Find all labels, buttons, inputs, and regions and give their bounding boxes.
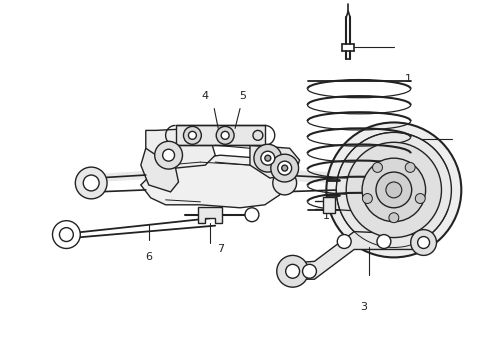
Text: 1: 1: [405, 74, 412, 84]
Circle shape: [286, 264, 299, 278]
Polygon shape: [198, 207, 222, 223]
Circle shape: [416, 194, 425, 203]
Polygon shape: [141, 148, 178, 192]
Circle shape: [52, 221, 80, 248]
Circle shape: [271, 154, 298, 182]
Circle shape: [386, 182, 402, 198]
Circle shape: [326, 122, 461, 257]
Text: 7: 7: [217, 244, 224, 255]
Circle shape: [277, 255, 309, 287]
Circle shape: [336, 132, 451, 247]
Polygon shape: [250, 145, 299, 178]
Circle shape: [253, 130, 263, 140]
Circle shape: [376, 172, 412, 208]
Circle shape: [189, 131, 196, 139]
Circle shape: [261, 151, 275, 165]
Circle shape: [216, 126, 234, 144]
Circle shape: [59, 228, 74, 242]
Circle shape: [183, 126, 201, 144]
Text: 4: 4: [202, 91, 209, 101]
Circle shape: [265, 155, 271, 161]
Polygon shape: [285, 231, 429, 279]
Circle shape: [282, 165, 288, 171]
Circle shape: [337, 235, 351, 248]
Circle shape: [273, 171, 296, 195]
Circle shape: [346, 142, 441, 238]
Circle shape: [83, 175, 99, 191]
Circle shape: [405, 162, 415, 172]
Text: 2: 2: [408, 165, 415, 175]
Polygon shape: [141, 155, 285, 208]
Text: 3: 3: [361, 302, 368, 312]
Circle shape: [75, 167, 107, 199]
Circle shape: [221, 131, 229, 139]
Circle shape: [389, 213, 399, 223]
Circle shape: [155, 141, 182, 169]
Polygon shape: [146, 129, 215, 168]
Circle shape: [278, 161, 292, 175]
Circle shape: [254, 144, 282, 172]
Circle shape: [363, 194, 372, 203]
Circle shape: [362, 158, 426, 222]
Circle shape: [377, 235, 391, 248]
Circle shape: [411, 230, 437, 255]
Circle shape: [245, 208, 259, 222]
Circle shape: [302, 264, 317, 278]
Polygon shape: [323, 197, 335, 213]
Circle shape: [372, 162, 383, 172]
Text: 5: 5: [240, 91, 246, 101]
Text: 1: 1: [323, 211, 330, 221]
Circle shape: [163, 149, 174, 161]
Text: 6: 6: [145, 252, 152, 262]
Polygon shape: [175, 125, 265, 145]
Circle shape: [417, 237, 430, 248]
